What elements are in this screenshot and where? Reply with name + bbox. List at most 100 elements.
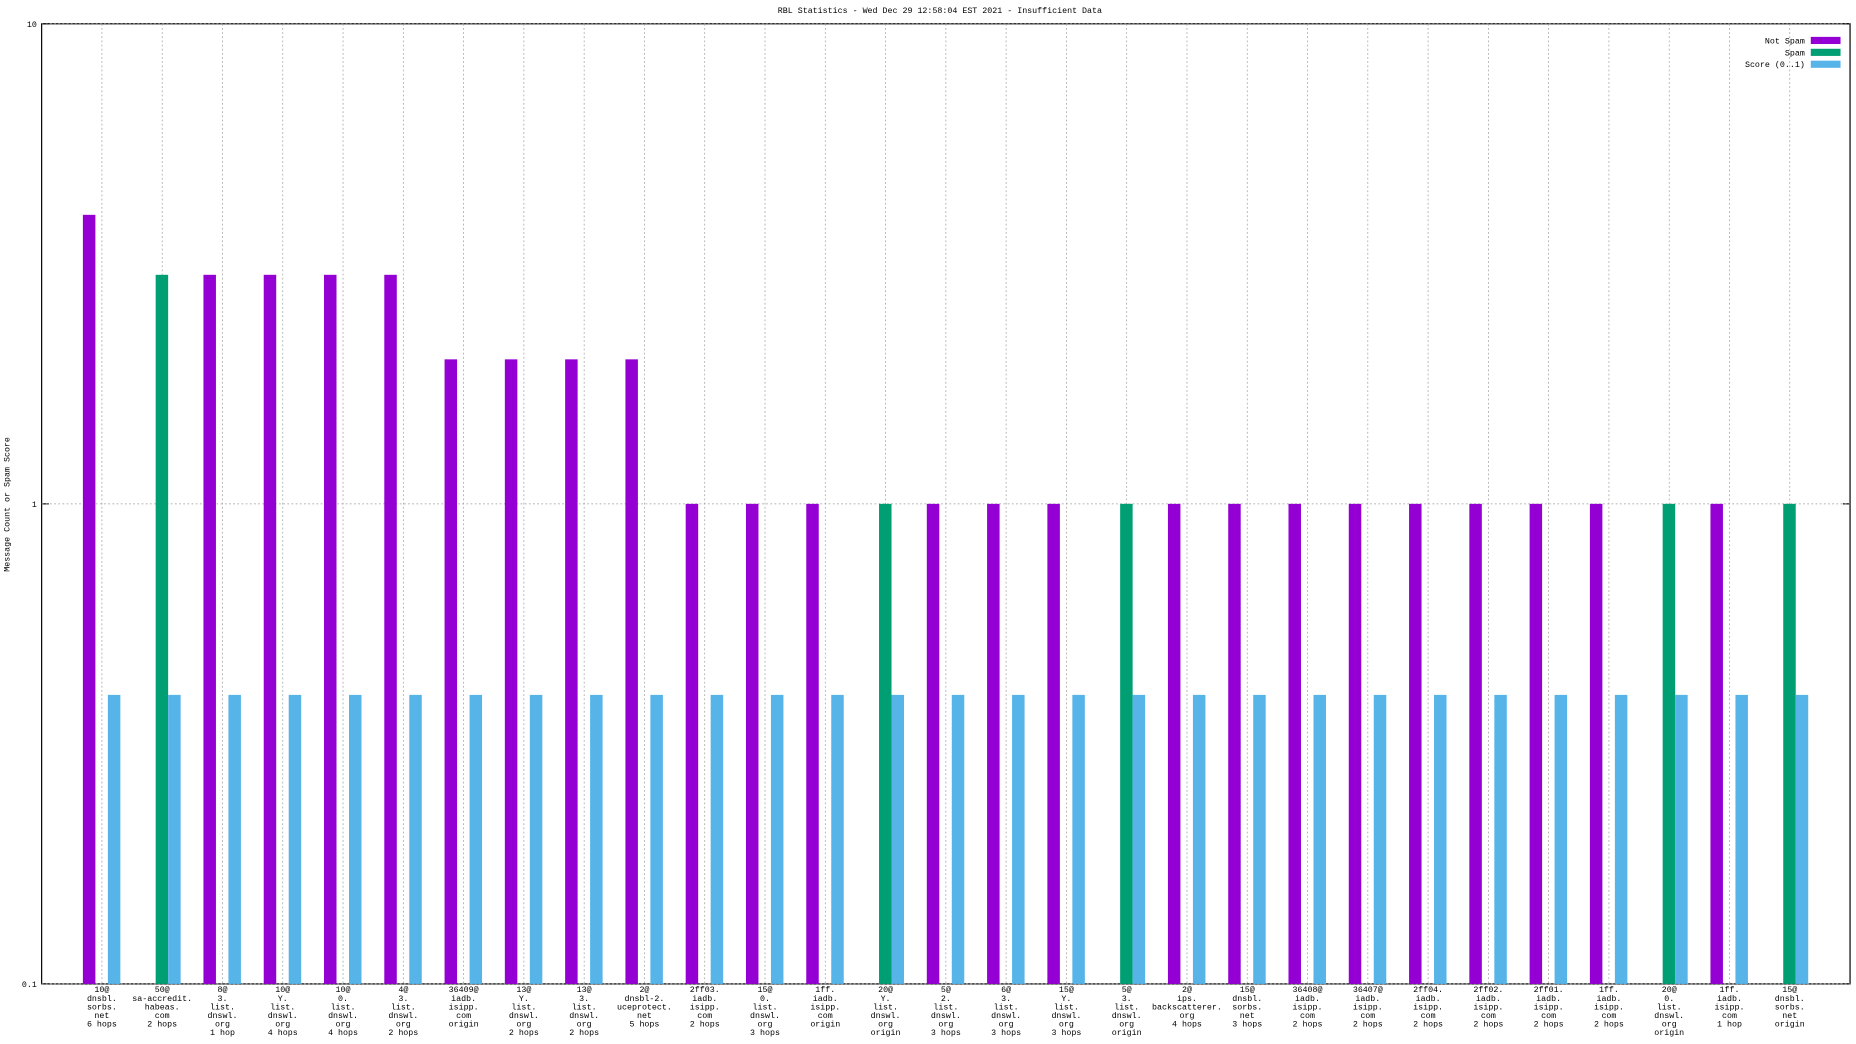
bar	[1253, 694, 1266, 984]
x-tick-label: 36408@	[1293, 985, 1323, 995]
x-tick-label: 1ff.	[1720, 985, 1740, 995]
x-tick-label: Y.	[1061, 995, 1071, 1004]
x-tick-label: dnswl.	[1051, 1011, 1081, 1021]
x-tick-label: dnswl.	[871, 1011, 901, 1021]
x-tick-label: origin	[810, 1020, 840, 1030]
x-tick-label: 2.	[941, 995, 951, 1004]
x-tick-label: list.	[994, 1002, 1019, 1012]
legend-swatch	[1810, 36, 1841, 45]
bar	[926, 503, 940, 984]
x-tick-label: 3.	[1001, 995, 1011, 1004]
y-tick-label: 10	[27, 21, 37, 30]
bar	[831, 694, 844, 984]
x-tick-label: 6 hops	[87, 1020, 117, 1030]
x-tick-label: iadb.	[1536, 994, 1561, 1004]
bar	[263, 274, 277, 984]
bar	[1662, 503, 1676, 984]
bar	[1554, 694, 1568, 984]
x-tick-label: dnsbl.	[1775, 994, 1805, 1004]
x-tick-label: dnswl.	[388, 1011, 418, 1021]
chart-title: RBL Statistics - Wed Dec 29 12:58:04 EST…	[778, 6, 1102, 16]
legend-swatch	[1810, 48, 1841, 56]
x-tick-label: com	[1601, 1012, 1616, 1021]
x-tick-label: iadb.	[451, 994, 476, 1004]
x-tick-label: sa-accredit.	[132, 994, 192, 1004]
x-tick-label: sorbs.	[1232, 1002, 1262, 1012]
bar	[107, 694, 121, 984]
x-tick-label: org	[878, 1021, 893, 1030]
x-tick-label: org	[1059, 1021, 1074, 1030]
legend-label: Not Spam	[1765, 37, 1805, 46]
x-tick-label: com	[1360, 1012, 1375, 1021]
bar	[1288, 503, 1301, 984]
bar	[1469, 503, 1482, 984]
bar	[806, 503, 819, 984]
x-tick-label: 1 hop	[210, 1028, 235, 1038]
x-tick-label: 3.	[579, 995, 589, 1004]
x-tick-label: 15@	[1240, 985, 1255, 995]
x-tick-label: 3.	[1122, 995, 1132, 1004]
x-tick-label: 2ff04.	[1413, 985, 1443, 995]
x-tick-label: 2 hops	[388, 1028, 418, 1038]
y-axis-label: Message Count or Spam Score	[4, 437, 13, 572]
bar	[469, 694, 483, 984]
bar	[155, 274, 169, 984]
x-tick-label: list.	[873, 1002, 898, 1012]
bar	[565, 359, 578, 984]
bar	[879, 503, 892, 984]
x-tick-label: 20@	[878, 985, 893, 995]
x-tick-label: origin	[871, 1028, 901, 1038]
x-tick-label: 4 hops	[328, 1028, 358, 1038]
x-tick-label: list.	[1657, 1002, 1682, 1012]
legend-label: Spam	[1785, 49, 1805, 58]
x-tick-label: 10@	[336, 985, 351, 995]
bar	[1167, 503, 1181, 984]
bar	[1192, 694, 1206, 984]
bar	[1120, 503, 1133, 984]
x-tick-label: dnswl.	[1654, 1011, 1684, 1021]
bar	[324, 274, 337, 984]
x-tick-label: 2 hops	[690, 1020, 720, 1030]
x-tick-label: iadb.	[1596, 994, 1621, 1004]
bar	[228, 694, 241, 984]
bar	[650, 694, 663, 984]
y-tick-label: 0.1	[22, 981, 37, 990]
x-tick-label: com	[1541, 1012, 1556, 1021]
x-tick-label: 2@	[639, 985, 649, 995]
x-tick-label: iadb.	[1717, 994, 1742, 1004]
x-tick-label: 5 hops	[629, 1020, 659, 1030]
bar	[625, 359, 638, 984]
x-tick-label: list.	[753, 1002, 778, 1012]
x-tick-label: dnswl.	[991, 1011, 1021, 1021]
x-tick-label: 3 hops	[1232, 1020, 1262, 1030]
x-tick-label: org	[336, 1021, 351, 1030]
x-tick-label: 13@	[577, 985, 592, 995]
x-tick-label: 0.	[338, 995, 348, 1004]
bar	[1047, 503, 1060, 984]
x-tick-label: isipp.	[1293, 1002, 1323, 1012]
x-tick-label: com	[456, 1012, 471, 1021]
x-tick-label: isipp.	[449, 1002, 479, 1012]
x-tick-label: isipp.	[1534, 1002, 1564, 1012]
x-tick-label: isipp.	[1594, 1002, 1624, 1012]
bar	[770, 694, 784, 984]
x-tick-label: org	[758, 1021, 773, 1030]
x-tick-label: list.	[511, 1002, 536, 1012]
bar	[1132, 694, 1146, 984]
x-tick-label: 4 hops	[1172, 1020, 1202, 1030]
x-tick-label: org	[577, 1021, 592, 1030]
x-tick-label: org	[999, 1021, 1014, 1030]
x-tick-label: 5@	[941, 985, 951, 995]
legend-swatch	[1810, 60, 1841, 68]
x-tick-label: 1ff.	[815, 985, 835, 995]
bar	[1012, 694, 1025, 984]
x-tick-label: sorbs.	[1775, 1002, 1805, 1012]
x-tick-label: 6@	[1001, 985, 1011, 995]
x-tick-label: isipp.	[1413, 1002, 1443, 1012]
x-tick-label: 1ff.	[1599, 985, 1619, 995]
bar	[1348, 503, 1362, 984]
x-tick-label: 2ff01.	[1534, 985, 1564, 995]
x-tick-label: 2 hops	[1293, 1020, 1323, 1030]
bar	[288, 694, 302, 984]
x-tick-label: 2 hops	[569, 1028, 599, 1038]
